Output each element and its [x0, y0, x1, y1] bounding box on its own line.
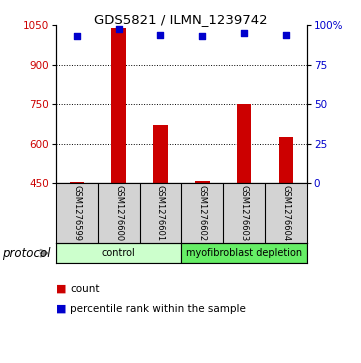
- Bar: [195, 181, 210, 183]
- Text: GDS5821 / ILMN_1239742: GDS5821 / ILMN_1239742: [94, 13, 267, 26]
- Text: GSM1276601: GSM1276601: [156, 185, 165, 241]
- Point: [241, 30, 247, 36]
- Text: GSM1276600: GSM1276600: [114, 185, 123, 241]
- Bar: [70, 182, 84, 183]
- Bar: [279, 137, 293, 183]
- Point: [283, 32, 289, 38]
- Bar: [237, 105, 252, 183]
- Bar: [56, 243, 181, 263]
- Text: ■: ■: [56, 303, 66, 314]
- Text: ■: ■: [56, 284, 66, 294]
- Text: GSM1276604: GSM1276604: [282, 185, 291, 241]
- Text: count: count: [70, 284, 100, 294]
- Bar: [111, 28, 126, 183]
- Text: myofibroblast depletion: myofibroblast depletion: [186, 248, 302, 258]
- Point: [74, 33, 80, 39]
- Text: GSM1276602: GSM1276602: [198, 185, 207, 241]
- Text: control: control: [102, 248, 135, 258]
- Text: GSM1276603: GSM1276603: [240, 185, 249, 241]
- Text: GSM1276599: GSM1276599: [72, 185, 81, 241]
- Bar: [153, 125, 168, 183]
- Text: percentile rank within the sample: percentile rank within the sample: [70, 303, 246, 314]
- Point: [158, 32, 164, 38]
- Bar: [181, 243, 307, 263]
- Point: [199, 33, 205, 39]
- Text: protocol: protocol: [2, 247, 50, 260]
- Point: [116, 26, 122, 32]
